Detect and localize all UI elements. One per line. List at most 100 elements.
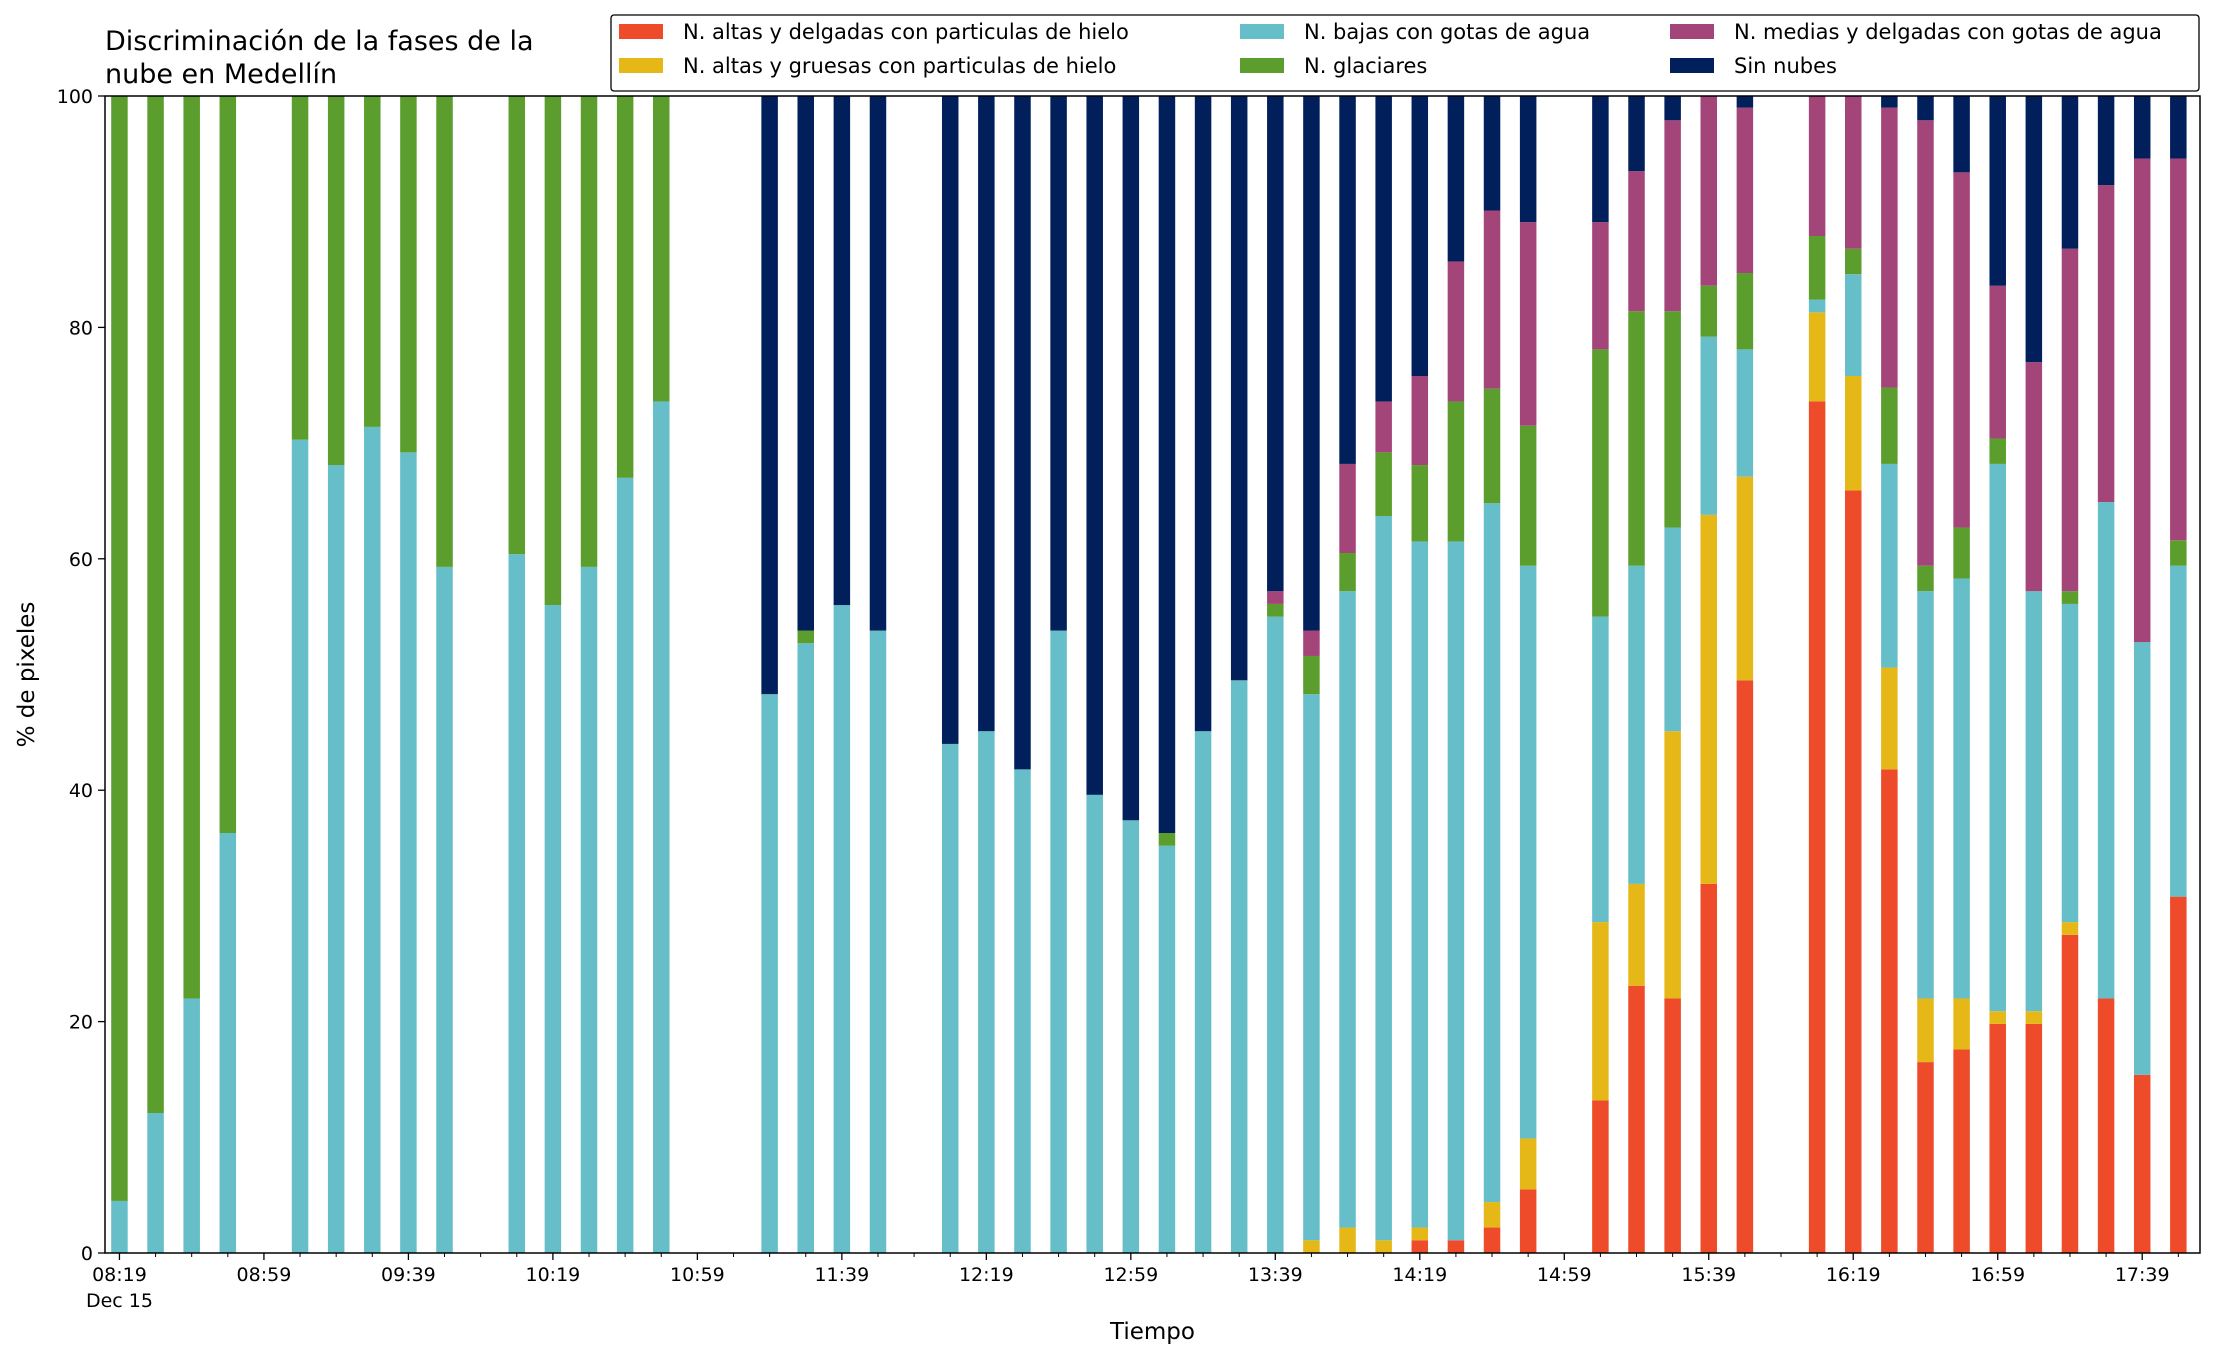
- bar-segment-bajas: [1339, 591, 1356, 1228]
- bar-stack: [978, 96, 995, 1253]
- bar-segment-alt_grues: [1953, 998, 1970, 1050]
- bar-segment-medias: [1267, 591, 1284, 604]
- bar-stack: [1050, 96, 1067, 1253]
- legend-swatch-medias: [1670, 24, 1714, 39]
- bar-segment-medias: [1881, 107, 1898, 388]
- bar-segment-sin_nubes: [1483, 96, 1501, 211]
- bar-stack: [1881, 96, 1898, 1253]
- bar-stack: [869, 96, 887, 1253]
- bar-segment-medias: [2061, 248, 2079, 592]
- bar-segment-alt_delg: [1917, 1062, 1934, 1253]
- bar-segment-bajas: [1014, 769, 1031, 1253]
- bar-segment-medias: [1700, 96, 1718, 286]
- bar-segment-alt_delg: [2061, 934, 2079, 1253]
- bar-segment-medias: [1953, 172, 1970, 528]
- bar-stack: [833, 96, 851, 1253]
- chart-title-line-2: nube en Medellín: [105, 59, 337, 90]
- y-tick-label: 60: [69, 549, 93, 571]
- bar-segment-sin_nubes: [2097, 96, 2115, 186]
- bar-stack: [1447, 96, 1465, 1253]
- bar-segment-glaciares: [544, 96, 562, 606]
- bar-stack: [327, 96, 345, 1254]
- bar-segment-glaciares: [436, 96, 453, 567]
- bar-stack: [1267, 96, 1284, 1253]
- bar-stack: [1230, 96, 1248, 1253]
- bar-stack: [219, 96, 237, 1253]
- bar-segment-medias: [2097, 185, 2115, 503]
- x-tick-label: 17:39: [2115, 1264, 2170, 1286]
- bar-segment-sin_nubes: [941, 96, 959, 744]
- bar-segment-medias: [1411, 375, 1429, 466]
- bar-segment-glaciares: [616, 96, 634, 478]
- bar-segment-glaciares: [1158, 833, 1176, 846]
- bar-segment-medias: [1808, 96, 1826, 236]
- bar-segment-glaciares: [1519, 425, 1537, 566]
- x-axis-label: Tiempo: [1109, 1319, 1195, 1345]
- bar-segment-alt_grues: [1519, 1138, 1537, 1190]
- bar-segment-medias: [1989, 285, 2006, 439]
- bar-segment-bajas: [183, 998, 200, 1253]
- bar-segment-bajas: [111, 1200, 128, 1253]
- bar-stack: [147, 96, 164, 1253]
- bar-segment-bajas: [1519, 565, 1537, 1139]
- x-tick-label: 09:39: [381, 1264, 436, 1286]
- bar-segment-alt_delg: [1628, 985, 1645, 1253]
- legend-swatch-alt_grues: [619, 58, 663, 73]
- bar-stack: [616, 96, 634, 1253]
- bar-segment-alt_grues: [1736, 476, 1754, 681]
- bar-segment-bajas: [1844, 274, 1862, 376]
- bar-segment-glaciares: [653, 96, 670, 402]
- bar-segment-sin_nubes: [1953, 96, 1970, 173]
- bar-segment-bajas: [1736, 349, 1754, 477]
- bar-segment-glaciares: [1628, 311, 1645, 566]
- bar-stack: [1989, 96, 2006, 1253]
- bar-stack: [1339, 96, 1356, 1253]
- bar-stack: [2133, 96, 2151, 1253]
- bar-segment-bajas: [761, 694, 778, 1253]
- bar-segment-alt_grues: [1411, 1227, 1429, 1241]
- bar-segment-sin_nubes: [1447, 96, 1465, 262]
- bar-segment-alt_grues: [1808, 312, 1826, 402]
- bar-segment-alt_delg: [1953, 1049, 1970, 1253]
- bar-segment-glaciares: [219, 96, 237, 834]
- bar-segment-sin_nubes: [1736, 96, 1754, 108]
- bar-segment-bajas: [1230, 680, 1248, 1253]
- bar-stack: [508, 96, 526, 1253]
- bar-segment-glaciares: [1303, 655, 1320, 695]
- bar-segment-bajas: [1375, 515, 1392, 1241]
- bar-segment-bajas: [327, 465, 345, 1254]
- bar-segment-bajas: [1808, 299, 1826, 313]
- bar-segment-glaciares: [400, 96, 417, 453]
- bar-segment-glaciares: [147, 96, 164, 1113]
- bar-segment-bajas: [1194, 731, 1212, 1253]
- bar-segment-medias: [1483, 210, 1501, 389]
- bar-stack: [183, 96, 200, 1253]
- bar-segment-bajas: [1917, 591, 1934, 999]
- bar-segment-glaciares: [1447, 401, 1465, 542]
- bar-segment-alt_grues: [2025, 1011, 2043, 1024]
- bar-segment-bajas: [436, 566, 453, 1253]
- legend-label-sin_nubes: Sin nubes: [1734, 54, 1837, 78]
- x-tick-label: 08:19: [92, 1264, 147, 1286]
- bar-segment-alt_grues: [1881, 667, 1898, 770]
- bars-layer: [111, 96, 2187, 1254]
- bar-segment-alt_delg: [1664, 998, 1681, 1253]
- bar-stack: [1375, 96, 1392, 1253]
- bar-segment-sin_nubes: [869, 96, 887, 631]
- bar-stack: [1953, 96, 1970, 1253]
- bar-segment-medias: [1339, 463, 1356, 554]
- y-tick-label: 0: [81, 1243, 93, 1265]
- bar-segment-glaciares: [1917, 565, 1934, 592]
- bar-segment-glaciares: [1736, 273, 1754, 350]
- x-tick-label: 10:19: [526, 1264, 581, 1286]
- bar-segment-glaciares: [1881, 387, 1898, 464]
- bar-segment-glaciares: [111, 96, 128, 1201]
- bar-segment-glaciares: [1267, 603, 1284, 617]
- bar-segment-glaciares: [1375, 452, 1392, 516]
- bar-segment-sin_nubes: [2061, 96, 2079, 249]
- legend: N. altas y delgadas con particulas de hi…: [610, 14, 2200, 92]
- bar-segment-alt_delg: [1447, 1240, 1465, 1253]
- bar-segment-sin_nubes: [1086, 96, 1103, 795]
- bar-segment-sin_nubes: [1230, 96, 1248, 681]
